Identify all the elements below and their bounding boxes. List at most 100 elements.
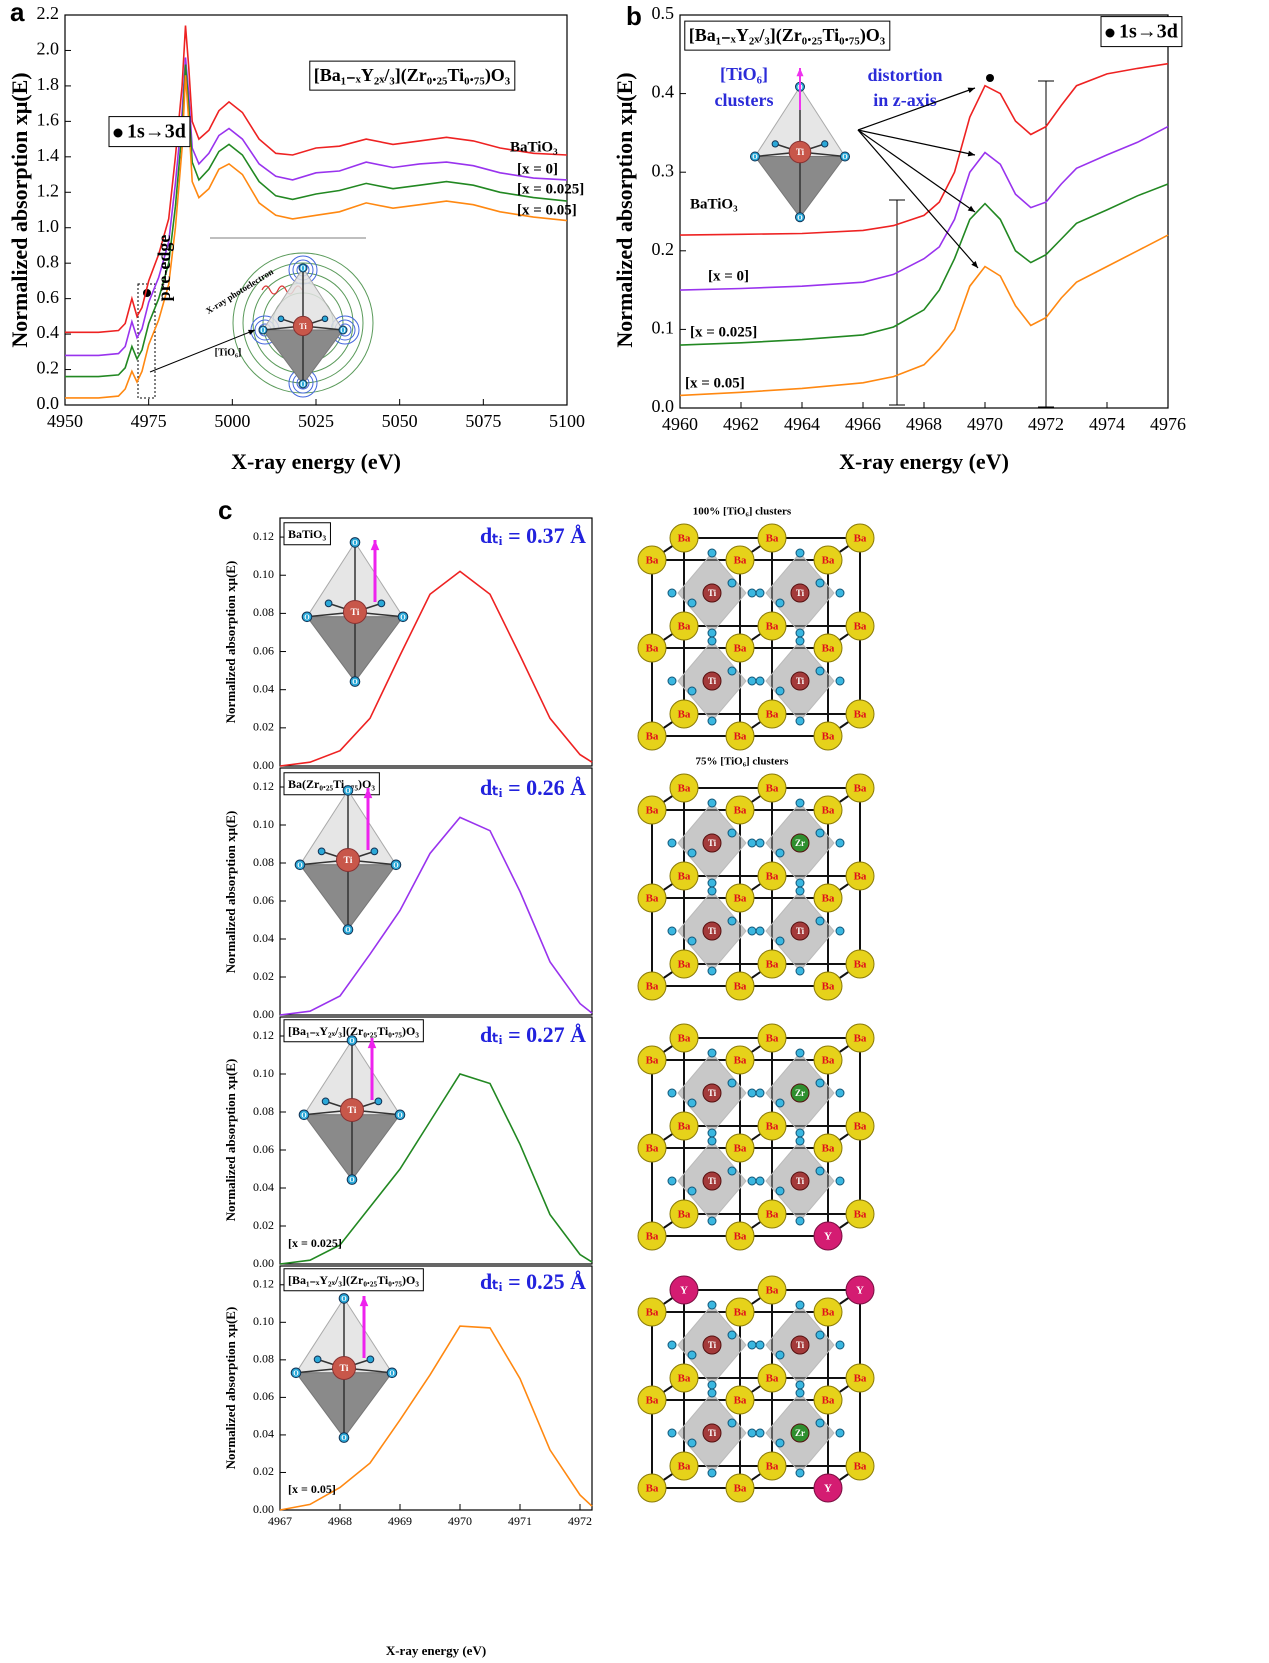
atom-label: Ti: [796, 676, 805, 686]
oxygen-atom: [294, 859, 306, 871]
marker-dot: [986, 74, 994, 82]
oxygen-atom: [342, 924, 354, 935]
atom-label: O: [341, 1434, 347, 1442]
center-atom: [702, 1335, 722, 1355]
x-tick-label: 4970: [448, 1514, 472, 1528]
atom-label: Ba: [646, 1143, 659, 1155]
atom-label: Ti: [796, 926, 805, 936]
corner-atom: [813, 1297, 843, 1327]
oxygen-atom: [835, 838, 845, 848]
y-tick-label: 0.12: [253, 779, 274, 793]
oxygen-atom: [390, 859, 402, 871]
corner-atom: [845, 699, 875, 729]
oxygen-atom: [687, 936, 697, 946]
oxygen-atom: [277, 315, 285, 323]
oxygen-atom: [755, 588, 765, 598]
oxygen-atom: [747, 1088, 757, 1098]
y-tick-label: 2.0: [37, 39, 60, 59]
atom-label: Ba: [854, 959, 867, 971]
y-tick-label: 0.12: [253, 529, 274, 543]
series-label: BaTiO₃: [510, 139, 558, 155]
plot-frame: [279, 517, 593, 767]
panel-label: c: [218, 495, 232, 525]
corner-atom: [669, 523, 699, 553]
x-tick-label: 5050: [382, 411, 418, 431]
y-axis-label: Normalized absorption xμ(E): [7, 72, 32, 347]
y-tick-label: 0.08: [253, 1352, 274, 1366]
corner-atom: [725, 795, 755, 825]
series-line: [65, 75, 568, 399]
annotation: dₜᵢ = 0.26 Å: [480, 775, 586, 800]
annotation: BaTiO₃: [288, 527, 326, 541]
y-tick-label: 1.4: [37, 145, 60, 165]
corner-atom: [725, 1385, 755, 1415]
oxygen-atom: [775, 936, 785, 946]
atom-label: Ba: [678, 1033, 691, 1045]
atom-label: O: [393, 861, 399, 869]
annotation: Ba(Zr₀.₂₅Ti₀.₇₅)O₃: [288, 777, 375, 791]
oxygen-atom: [835, 1088, 845, 1098]
oxygen-atom: [815, 1078, 825, 1088]
atom-label: Y: [856, 1285, 864, 1297]
oxygen-atom: [386, 1367, 398, 1379]
atom-label: Ba: [678, 1121, 691, 1133]
oxygen-atom: [795, 1468, 805, 1478]
y-tick-label: 0.12: [253, 1028, 274, 1042]
atom-label: O: [293, 1369, 299, 1377]
atom-label: Ba: [678, 783, 691, 795]
atom-label: Ba: [766, 871, 779, 883]
oxygen-atom: [707, 798, 717, 808]
y-axis-label: Normalized absorption xμ(E): [223, 1059, 238, 1222]
y-axis-label: Normalized absorption xμ(E): [223, 811, 238, 974]
oxygen-atom: [747, 1340, 757, 1350]
corner-atom: [757, 949, 787, 979]
atom-label: Ba: [766, 783, 779, 795]
atom-label: Ba: [822, 643, 835, 655]
atom-label: Ti: [344, 855, 353, 866]
atom-label: Ti: [299, 322, 307, 331]
oxygen-atom: [755, 1088, 765, 1098]
series-line: [679, 62, 1169, 236]
atom-label: Y: [824, 1231, 832, 1243]
y-tick-label: 0.8: [37, 251, 60, 271]
corner-atom: [845, 861, 875, 891]
atom-label: Ba: [822, 805, 835, 817]
corner-atom: [669, 611, 699, 641]
atom-label: Y: [680, 1285, 688, 1297]
titanium-atom: [292, 315, 314, 337]
arrow-head: [248, 329, 255, 335]
atom-label: O: [752, 153, 758, 161]
series-line: [679, 234, 1169, 397]
atom-label: Ba: [646, 981, 659, 993]
atom-label: Ba: [822, 981, 835, 993]
titanium-atom: [788, 140, 812, 164]
atom-label: Ti: [708, 1428, 717, 1438]
oxygen-atom: [342, 785, 354, 796]
marker-dot: [113, 128, 123, 138]
atom-label: Ba: [678, 709, 691, 721]
oxygen-atom: [707, 548, 717, 558]
oxygen-atom: [707, 1388, 717, 1398]
atom-label: Zr: [795, 838, 805, 848]
oxygen-atom: [338, 325, 348, 335]
oxygen-atom: [747, 926, 757, 936]
atom-label: Ba: [766, 1121, 779, 1133]
center-atom: [702, 833, 722, 853]
atom-label: Ba: [734, 643, 747, 655]
oxygen-atom: [298, 1109, 310, 1121]
corner-atom: [637, 1221, 667, 1251]
y-tick-label: 0.04: [253, 931, 274, 945]
oxygen-atom: [667, 588, 677, 598]
oxygen-atom: [815, 1166, 825, 1176]
corner-atom: [637, 971, 667, 1001]
oxygen-atom: [707, 1468, 717, 1478]
atom-label: Ba: [854, 871, 867, 883]
x-tick-label: 5025: [298, 411, 334, 431]
atom-label: Ba: [678, 533, 691, 545]
oxygen-atom: [338, 1432, 350, 1443]
titanium-atom: [342, 599, 368, 625]
annotation: dₜᵢ = 0.37 Å: [480, 523, 586, 548]
arrow-head: [971, 260, 978, 268]
atom-label: Ba: [646, 1483, 659, 1495]
y-tick-label: 1.0: [37, 216, 60, 236]
